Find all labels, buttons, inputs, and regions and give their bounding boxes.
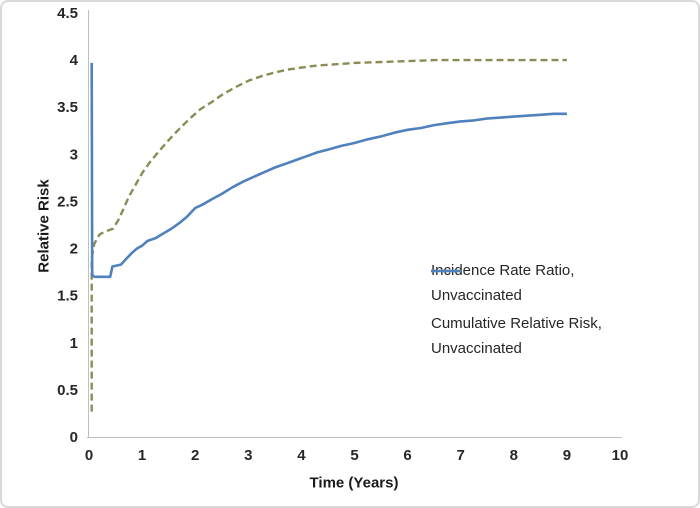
chart-legend: Incidence Rate Ratio, Unvaccinated Cumul… [431,258,621,361]
x-tick-label: 9 [563,447,571,464]
x-axis-title: Time (Years) [309,474,399,492]
x-tick-label: 2 [191,447,199,464]
legend-label: Incidence Rate Ratio, Unvaccinated [431,262,575,304]
legend-label: Cumulative Relative Risk, Unvaccinated [431,315,602,357]
y-tick-label: 0.5 [57,382,78,399]
x-tick-label: 10 [612,447,629,464]
y-tick-label: 2 [70,241,78,258]
x-tick-label: 7 [457,447,465,464]
y-tick-label: 0 [70,429,78,446]
y-tick-label: 4.5 [57,5,78,22]
y-axis-title: Relative Risk [35,179,53,273]
x-tick-label: 4 [297,447,306,464]
series-line-cumulative-relative-risk-unvaccinated [90,62,567,279]
y-tick-label: 1.5 [57,288,78,305]
legend-item-cumulative-relative-risk: Cumulative Relative Risk, Unvaccinated [431,269,621,361]
solid-line-key-icon [431,269,461,273]
series-line-incidence-rate-ratio-unvaccinated [90,58,567,412]
y-tick-label: 2.5 [57,193,78,210]
x-tick-label: 3 [244,447,252,464]
x-tick-label: 0 [85,447,93,464]
x-tick-label: 6 [403,447,411,464]
y-tick-label: 1 [70,335,78,352]
y-tick-label: 3.5 [57,99,78,116]
y-tick-label: 3 [70,146,78,163]
x-tick-label: 1 [138,447,146,464]
legend-item-incidence-rate-ratio: Incidence Rate Ratio, Unvaccinated [431,258,621,308]
x-tick-label: 8 [510,447,518,464]
y-tick-label: 4 [70,52,79,69]
x-tick-label: 5 [350,447,358,464]
